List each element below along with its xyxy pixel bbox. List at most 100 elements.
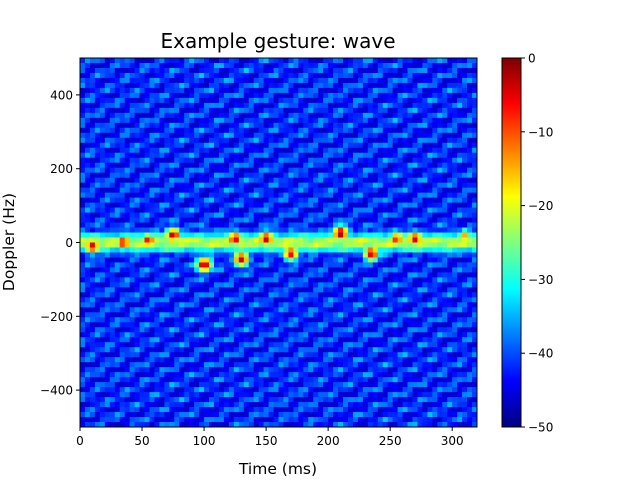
heatmap-cell	[347, 347, 354, 353]
heatmap-cell	[194, 202, 200, 209]
heatmap-cell	[243, 147, 250, 154]
heatmap-cell	[109, 357, 116, 363]
heatmap-cell	[164, 172, 170, 179]
heatmap-cell	[422, 357, 428, 363]
heatmap-cell	[462, 202, 468, 209]
heatmap-cell	[437, 302, 443, 308]
heatmap-cell	[263, 87, 270, 94]
heatmap-cell	[248, 302, 255, 308]
heatmap-cell	[387, 172, 394, 179]
heatmap-cell	[223, 267, 230, 274]
heatmap-cell	[233, 282, 240, 288]
heatmap-cell	[338, 152, 344, 159]
heatmap-cell	[233, 352, 240, 358]
heatmap-cell	[367, 242, 374, 249]
heatmap-cell	[407, 117, 414, 124]
heatmap-cell	[243, 92, 250, 99]
heatmap-cell	[382, 262, 389, 269]
heatmap-cell	[402, 212, 409, 219]
heatmap-cell	[273, 202, 280, 209]
heatmap-cell	[462, 177, 468, 184]
heatmap-cell	[407, 147, 414, 154]
heatmap-cell	[472, 92, 477, 99]
heatmap-cell	[427, 352, 433, 358]
heatmap-cell	[293, 132, 299, 139]
heatmap-cell	[258, 97, 265, 104]
heatmap-cell	[144, 277, 151, 283]
heatmap-cell	[129, 357, 136, 363]
heatmap-cell	[89, 117, 96, 124]
heatmap-cell	[204, 262, 210, 269]
heatmap-cell	[119, 187, 126, 194]
heatmap-cell	[213, 97, 220, 104]
heatmap-cell	[472, 357, 477, 363]
heatmap-cell	[89, 342, 96, 348]
heatmap-cell	[159, 342, 165, 348]
heatmap-cell	[328, 282, 334, 288]
heatmap-cell	[263, 227, 270, 234]
heatmap-cell	[218, 162, 225, 169]
heatmap-cell	[318, 357, 324, 363]
heatmap-cell	[223, 87, 230, 94]
heatmap-cell	[308, 262, 314, 269]
heatmap-cell	[119, 317, 126, 323]
heatmap-cell	[104, 122, 111, 129]
heatmap-cell	[343, 147, 349, 154]
heatmap-cell	[139, 107, 146, 114]
heatmap-cell	[154, 72, 160, 79]
heatmap-cell	[462, 357, 468, 363]
heatmap-cell	[204, 127, 210, 134]
heatmap-cell	[194, 122, 200, 129]
heatmap-cell	[387, 282, 394, 288]
heatmap-cell	[184, 247, 190, 254]
heatmap-cell	[313, 177, 319, 184]
heatmap-cell	[352, 322, 359, 328]
heatmap-cell	[99, 172, 106, 179]
heatmap-cell	[119, 147, 126, 154]
heatmap-cell	[382, 102, 389, 109]
heatmap-cell	[283, 117, 290, 124]
heatmap-cell	[392, 272, 399, 279]
heatmap-cell	[437, 167, 443, 174]
heatmap-cell	[159, 167, 165, 174]
heatmap-cell	[80, 112, 86, 119]
heatmap-cell	[467, 117, 473, 124]
heatmap-cell	[427, 82, 433, 89]
heatmap-cell	[253, 232, 260, 239]
heatmap-cell	[352, 177, 359, 184]
heatmap-cell	[382, 58, 389, 64]
heatmap-cell	[402, 112, 409, 119]
heatmap-cell	[412, 332, 419, 338]
heatmap-cell	[382, 327, 389, 333]
heatmap-cell	[233, 187, 240, 194]
heatmap-cell	[457, 192, 463, 199]
heatmap-cell	[437, 262, 443, 269]
heatmap-cell	[129, 267, 136, 274]
heatmap-cell	[109, 292, 116, 298]
heatmap-cell	[228, 222, 235, 229]
heatmap-cell	[397, 87, 404, 94]
heatmap-cell	[308, 287, 314, 293]
heatmap-cell	[352, 92, 359, 99]
heatmap-cell	[357, 207, 364, 214]
heatmap-cell	[159, 352, 165, 358]
heatmap-cell	[328, 257, 334, 264]
heatmap-cell	[328, 82, 334, 89]
heatmap-cell	[268, 197, 275, 204]
heatmap-cell	[407, 282, 414, 288]
heatmap-cell	[144, 262, 151, 269]
heatmap-cell	[164, 102, 170, 109]
heatmap-cell	[248, 292, 255, 298]
heatmap-cell	[189, 187, 195, 194]
heatmap-cell	[218, 322, 225, 328]
heatmap-cell	[283, 67, 290, 74]
heatmap-cell	[94, 242, 101, 249]
heatmap-cell	[169, 222, 175, 229]
heatmap-cell	[124, 157, 131, 164]
heatmap-cell	[268, 312, 275, 318]
heatmap-cell	[313, 307, 319, 313]
heatmap-cell	[318, 157, 324, 164]
heatmap-cell	[308, 162, 314, 169]
heatmap-cell	[412, 192, 419, 199]
heatmap-cell	[343, 312, 349, 318]
